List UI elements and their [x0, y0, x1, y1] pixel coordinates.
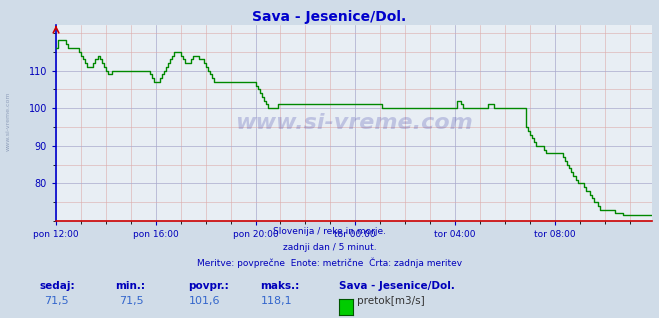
Text: 71,5: 71,5: [43, 296, 69, 306]
Text: Sava - Jesenice/Dol.: Sava - Jesenice/Dol.: [339, 281, 455, 291]
Text: povpr.:: povpr.:: [188, 281, 229, 291]
Text: sedaj:: sedaj:: [40, 281, 75, 291]
Text: 118,1: 118,1: [261, 296, 293, 306]
Text: Sava - Jesenice/Dol.: Sava - Jesenice/Dol.: [252, 10, 407, 24]
Text: pretok[m3/s]: pretok[m3/s]: [357, 296, 425, 306]
Text: www.si-vreme.com: www.si-vreme.com: [5, 91, 11, 151]
Text: www.si-vreme.com: www.si-vreme.com: [235, 113, 473, 133]
Text: zadnji dan / 5 minut.: zadnji dan / 5 minut.: [283, 243, 376, 252]
Text: maks.:: maks.:: [260, 281, 300, 291]
Text: Slovenija / reke in morje.: Slovenija / reke in morje.: [273, 227, 386, 236]
Text: 71,5: 71,5: [119, 296, 144, 306]
Text: Meritve: povprečne  Enote: metrične  Črta: zadnja meritev: Meritve: povprečne Enote: metrične Črta:…: [197, 258, 462, 268]
Text: min.:: min.:: [115, 281, 146, 291]
Text: 101,6: 101,6: [188, 296, 220, 306]
